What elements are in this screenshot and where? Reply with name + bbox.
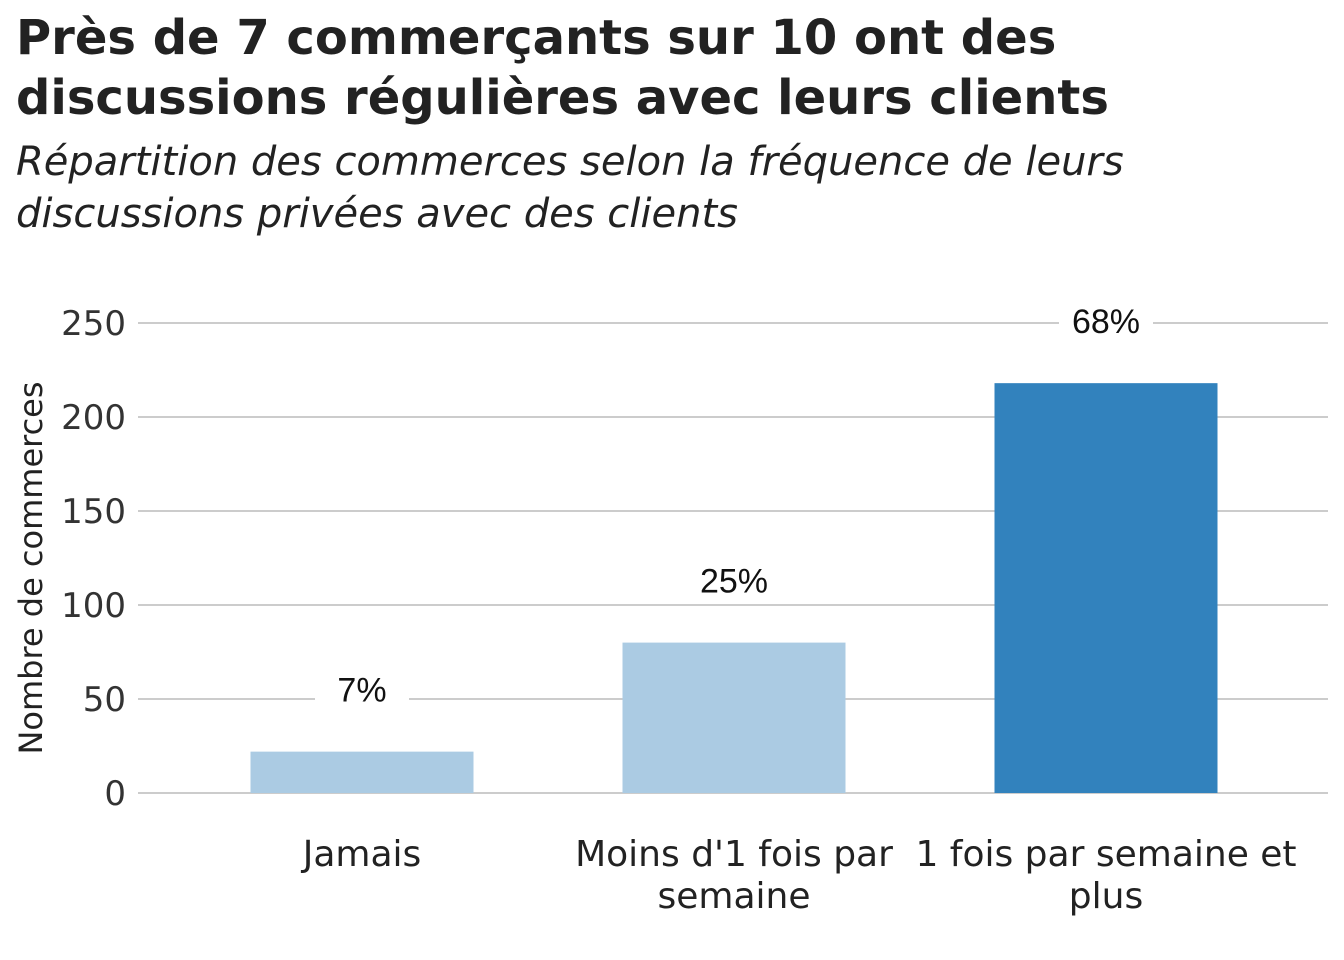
data-label-box xyxy=(315,666,409,713)
y-axis-ticks: 0 50 100 150 200 250 xyxy=(61,304,126,814)
y-tick-label: 0 xyxy=(104,774,126,814)
data-label: 7% xyxy=(337,672,386,710)
category-label: 1 fois par semaine et xyxy=(915,834,1296,875)
y-tick-label: 150 xyxy=(61,492,126,532)
data-label-box xyxy=(1059,298,1153,345)
category-label: Moins d'1 fois par xyxy=(575,834,893,875)
category-label: plus xyxy=(1069,876,1143,917)
bars xyxy=(250,383,1218,793)
bar xyxy=(250,751,474,793)
chart-subtitle: Répartition des commerces selon la fréqu… xyxy=(16,139,1124,237)
category-label: semaine xyxy=(658,876,811,917)
y-tick-label: 100 xyxy=(61,586,126,626)
chart-title: Près de 7 commerçants sur 10 ont des dis… xyxy=(16,10,1109,126)
bar xyxy=(994,383,1218,793)
category-label: Jamais xyxy=(301,834,422,875)
data-label-box xyxy=(687,557,781,604)
data-labels: 7% 25% 68% xyxy=(315,298,1153,713)
data-label: 25% xyxy=(700,563,768,601)
y-tick-label: 250 xyxy=(61,304,126,344)
data-label: 68% xyxy=(1072,303,1140,341)
y-tick-label: 200 xyxy=(61,398,126,438)
y-tick-label: 50 xyxy=(83,680,126,720)
bar xyxy=(622,642,846,793)
y-axis-label: Nombre de commerces xyxy=(12,381,50,754)
